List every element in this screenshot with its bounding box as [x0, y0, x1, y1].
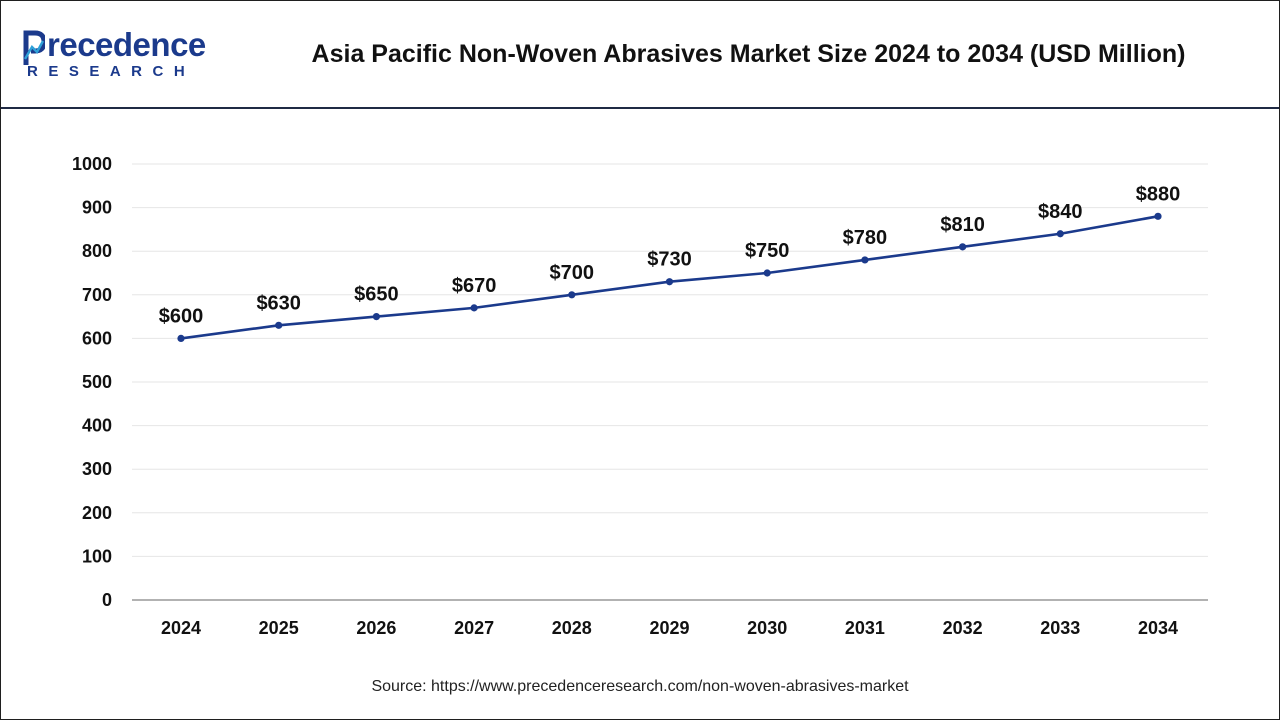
data-label: $650	[354, 284, 399, 306]
x-tick-label: 2030	[747, 618, 787, 638]
data-point	[1154, 212, 1162, 220]
data-point	[275, 321, 283, 329]
data-point	[177, 334, 185, 342]
data-point	[763, 269, 771, 277]
x-tick-label: 2031	[845, 618, 885, 638]
x-tick-label: 2034	[1138, 618, 1178, 638]
logo-p-icon	[23, 30, 45, 65]
data-point	[372, 313, 380, 321]
series-line	[180, 215, 1159, 340]
data-label: $670	[452, 275, 497, 297]
data-label: $630	[256, 292, 301, 314]
x-tick-label: 2026	[356, 618, 396, 638]
data-label: $880	[1136, 183, 1181, 205]
data-point	[1056, 230, 1064, 238]
data-point	[665, 278, 674, 286]
data-label: $750	[745, 240, 790, 262]
y-tick-label: 400	[82, 416, 112, 436]
x-tick-label: 2028	[552, 618, 592, 638]
data-point	[568, 291, 576, 299]
y-tick-label: 100	[82, 546, 112, 566]
y-tick-label: 900	[82, 198, 112, 218]
x-tick-label: 2032	[943, 618, 983, 638]
y-tick-label: 1000	[72, 154, 112, 174]
y-tick-label: 0	[102, 590, 112, 610]
source-note: Source: https://www.precedenceresearch.c…	[371, 678, 909, 695]
data-point	[959, 243, 967, 251]
data-point	[470, 304, 478, 312]
logo-wordmark: recedence	[47, 26, 206, 63]
logo-subtext: RESEARCH	[27, 63, 196, 80]
data-series	[177, 212, 1162, 342]
x-tick-label: 2033	[1040, 618, 1080, 638]
data-label: $810	[940, 214, 985, 236]
x-tick-label: 2027	[454, 618, 494, 638]
axes: 0 100 200 300 400 500 600 700 800 900 1000 2024 2025…	[72, 154, 1208, 638]
x-tick-label: 2024	[161, 618, 201, 638]
y-tick-label: 700	[82, 285, 112, 305]
x-tick-label: 2025	[259, 618, 299, 638]
gridlines	[132, 163, 1208, 557]
y-tick-label: 300	[82, 459, 112, 479]
data-labels: $600 $630 $650 $670 $700 $730 $750 $780 $810 $840…	[159, 183, 1181, 327]
chart-header: recedence RESEARCH Asia Pacific Non-Wove…	[1, 1, 1279, 109]
data-label: $840	[1038, 201, 1083, 223]
y-tick-label: 500	[82, 372, 112, 392]
y-tick-label: 600	[82, 328, 112, 348]
data-label: $780	[843, 227, 888, 249]
data-label: $600	[159, 305, 204, 327]
precedence-research-logo: recedence RESEARCH	[19, 23, 219, 85]
data-label: $730	[647, 249, 692, 271]
data-label: $700	[550, 262, 595, 284]
y-tick-label: 800	[82, 241, 112, 261]
x-tick-label: 2029	[649, 618, 689, 638]
chart-title: Asia Pacific Non-Woven Abrasives Market …	[311, 39, 1186, 68]
data-point	[861, 256, 869, 264]
y-tick-label: 200	[82, 503, 112, 523]
